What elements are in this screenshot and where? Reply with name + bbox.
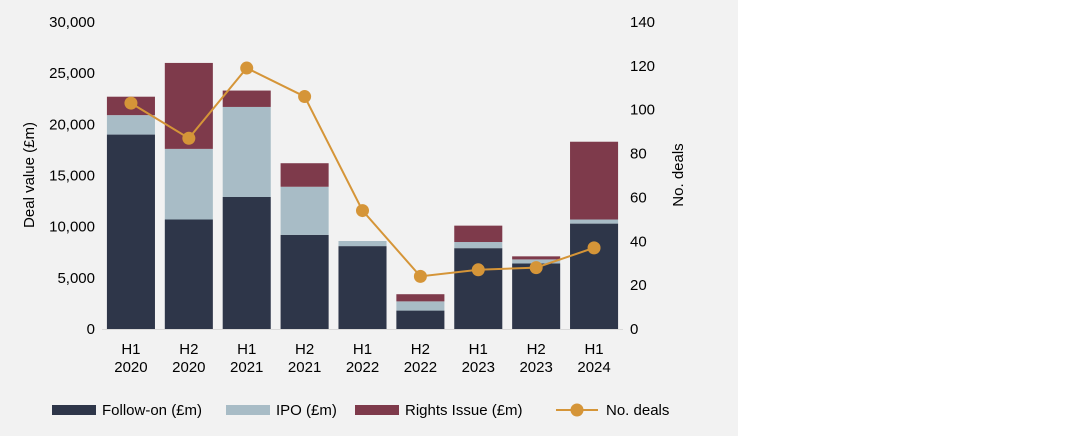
bar-ipo bbox=[280, 186, 329, 235]
x-tick-label: H2 2023 bbox=[519, 341, 552, 376]
bar-ipo bbox=[454, 242, 503, 249]
y2-tick-label: 80 bbox=[630, 146, 647, 163]
bar-rights-issue bbox=[280, 163, 329, 187]
bar-rights-issue bbox=[570, 141, 619, 220]
bar-rights-issue bbox=[222, 90, 271, 107]
deals-point bbox=[124, 96, 138, 110]
bar-follow-on bbox=[570, 223, 619, 329]
bar-ipo bbox=[570, 219, 619, 224]
legend-label-ipo: IPO (£m) bbox=[276, 402, 337, 419]
deals-point bbox=[182, 131, 196, 145]
x-tick-label: H1 2020 bbox=[114, 341, 147, 376]
bar-rights-issue bbox=[454, 225, 503, 243]
bar-follow-on bbox=[338, 246, 387, 329]
bar-ipo bbox=[222, 106, 271, 197]
x-tick-label: H2 2020 bbox=[172, 341, 205, 376]
y2-tick-label: 60 bbox=[630, 189, 647, 206]
bar-ipo bbox=[396, 301, 445, 311]
deals-point bbox=[298, 90, 312, 104]
deals-point bbox=[356, 204, 369, 218]
y2-tick-label: 140 bbox=[630, 14, 655, 31]
bar-rights-issue bbox=[512, 256, 561, 260]
legend-swatch-follow-on bbox=[52, 405, 96, 415]
deals-point bbox=[240, 61, 254, 75]
legend-swatch-ipo bbox=[226, 405, 270, 415]
chart: Deal value (£m) No. deals 0 5,000 10,000 15… bbox=[21, 14, 687, 419]
bar-follow-on bbox=[164, 219, 213, 329]
x-tick-label: H1 2024 bbox=[577, 341, 610, 376]
legend-label-rights-issue: Rights Issue (£m) bbox=[405, 402, 523, 419]
legend-label-follow-on: Follow-on (£m) bbox=[102, 402, 202, 419]
legend-swatch-rights-issue bbox=[355, 405, 399, 415]
deals-point bbox=[587, 241, 601, 255]
legend: Follow-on (£m) IPO (£m) Rights Issue (£m) N… bbox=[52, 402, 669, 419]
legend-swatch-marker-deals bbox=[570, 403, 584, 417]
y2-tick-label: 120 bbox=[630, 58, 655, 75]
x-tick-label: H1 2023 bbox=[462, 341, 495, 376]
x-tick-label: H1 2021 bbox=[230, 341, 263, 376]
y-tick-label: 5,000 bbox=[57, 270, 95, 287]
y2-tick-label: 40 bbox=[630, 233, 647, 250]
bar-ipo bbox=[338, 240, 387, 247]
y-tick-label: 25,000 bbox=[49, 65, 95, 82]
y2-tick-label: 20 bbox=[630, 277, 647, 294]
x-tick-label: H2 2022 bbox=[404, 341, 437, 376]
y2-axis-label: No. deals bbox=[670, 143, 687, 206]
plot-area: 0 5,000 10,000 15,000 20,000 25,000 30,000 0 20 4… bbox=[49, 14, 655, 376]
deals-point bbox=[413, 269, 427, 283]
y-tick-label: 30,000 bbox=[49, 14, 95, 31]
y-tick-label: 0 bbox=[87, 321, 95, 338]
bar-follow-on bbox=[454, 248, 503, 329]
legend-label-deals: No. deals bbox=[606, 402, 669, 419]
bar-follow-on bbox=[106, 134, 155, 329]
x-tick-label: H2 2021 bbox=[288, 341, 321, 376]
bar-follow-on bbox=[280, 234, 329, 329]
bar-follow-on bbox=[512, 263, 561, 329]
y-tick-label: 10,000 bbox=[49, 219, 95, 236]
chart-area: Deal value (£m) No. deals 0 5,000 10,000 15… bbox=[0, 0, 738, 436]
y2-tick-label: 100 bbox=[630, 102, 655, 119]
y-tick-label: 15,000 bbox=[49, 168, 95, 185]
y-axis-label: Deal value (£m) bbox=[21, 122, 38, 228]
bar-follow-on bbox=[396, 310, 445, 329]
y2-tick-label: 0 bbox=[630, 321, 638, 338]
bar-ipo bbox=[164, 148, 213, 220]
bar-ipo bbox=[106, 115, 155, 135]
deals-point bbox=[471, 263, 485, 277]
deals-point bbox=[529, 261, 543, 275]
bar-follow-on bbox=[222, 196, 271, 329]
y-tick-label: 20,000 bbox=[49, 116, 95, 133]
bar-rights-issue bbox=[396, 294, 445, 302]
x-tick-label: H1 2022 bbox=[346, 341, 379, 376]
